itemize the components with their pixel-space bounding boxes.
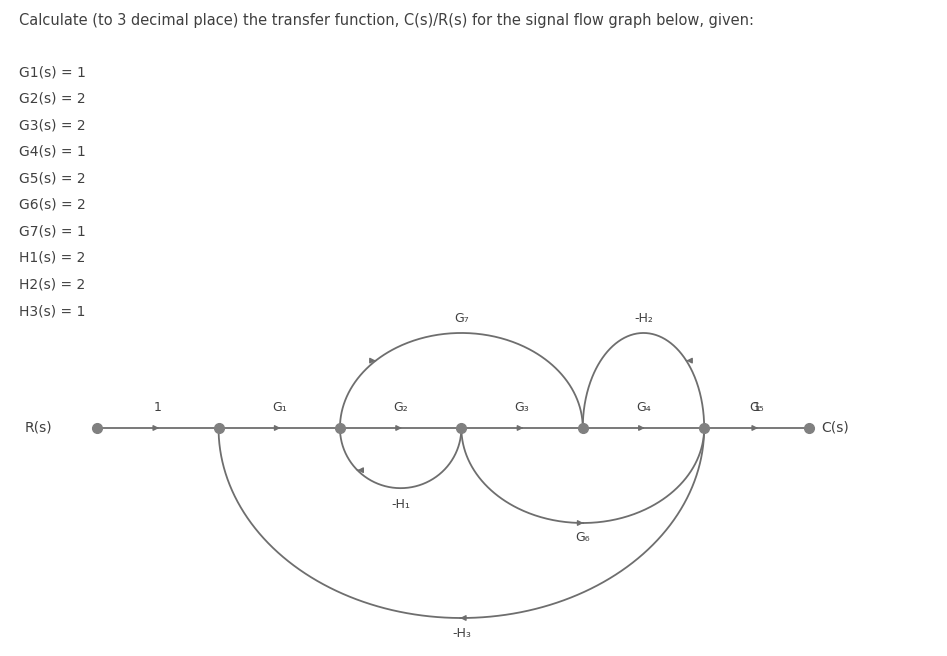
Text: H3(s) = 1: H3(s) = 1 <box>19 304 85 318</box>
Text: H1(s) = 2: H1(s) = 2 <box>19 251 85 265</box>
Text: -H₃: -H₃ <box>452 628 471 640</box>
Text: G6(s) = 2: G6(s) = 2 <box>19 198 85 212</box>
Text: G₄: G₄ <box>636 401 651 414</box>
Text: G₅: G₅ <box>749 401 764 414</box>
Text: G2(s) = 2: G2(s) = 2 <box>19 92 85 106</box>
Text: G₇: G₇ <box>454 312 469 325</box>
Text: Calculate (to 3 decimal place) the transfer function, C(s)/R(s) for the signal f: Calculate (to 3 decimal place) the trans… <box>19 13 754 28</box>
Text: G₆: G₆ <box>576 531 590 544</box>
Text: G7(s) = 1: G7(s) = 1 <box>19 224 85 238</box>
Text: H2(s) = 2: H2(s) = 2 <box>19 277 85 291</box>
Text: -H₂: -H₂ <box>634 312 652 325</box>
Text: R(s): R(s) <box>25 421 53 435</box>
Text: G1(s) = 1: G1(s) = 1 <box>19 65 85 79</box>
Text: 1: 1 <box>154 401 162 414</box>
Text: C(s): C(s) <box>822 421 849 435</box>
Text: G₂: G₂ <box>393 401 408 414</box>
Text: G5(s) = 2: G5(s) = 2 <box>19 171 85 185</box>
Text: -H₁: -H₁ <box>391 498 410 510</box>
Text: G4(s) = 1: G4(s) = 1 <box>19 145 85 159</box>
Text: G₃: G₃ <box>514 401 529 414</box>
Text: G₁: G₁ <box>272 401 287 414</box>
Text: 1: 1 <box>753 401 760 414</box>
Text: G3(s) = 2: G3(s) = 2 <box>19 118 85 133</box>
